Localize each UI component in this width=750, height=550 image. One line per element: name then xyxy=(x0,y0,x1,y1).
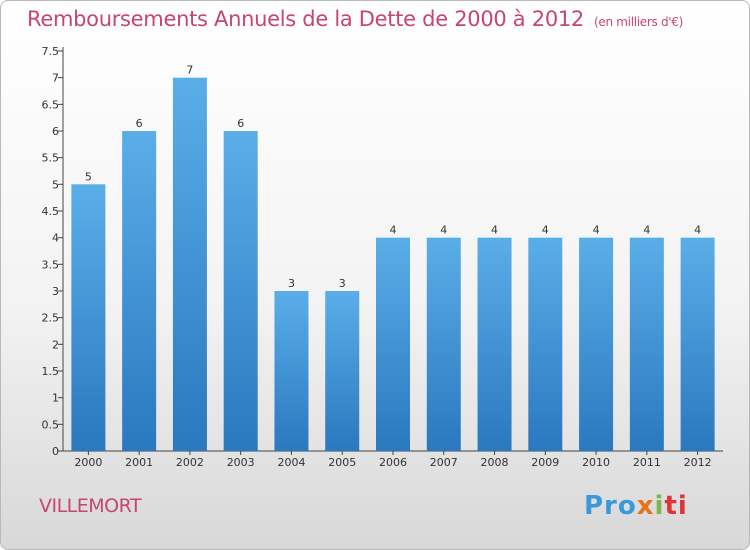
y-tick-label: 7 xyxy=(52,72,59,85)
data-label-2005: 3 xyxy=(339,277,346,290)
bar-2002 xyxy=(172,77,207,452)
x-tick-label-2012: 2012 xyxy=(684,456,712,469)
bar-2007 xyxy=(426,237,461,451)
logo-part-4: ti xyxy=(664,491,688,521)
logo-part-2: x xyxy=(636,491,655,521)
data-label-2004: 3 xyxy=(288,277,295,290)
data-label-2010: 4 xyxy=(593,224,600,237)
proxiti-logo: Proxiti xyxy=(584,491,688,521)
commune-name: VILLEMORT xyxy=(39,495,142,517)
x-tick-label-2011: 2011 xyxy=(633,456,661,469)
chart-axes: 0 0.5 1 1.5 2 2.5 3 3.5 4 4.5 5 5.5 6 6.5 7 7.5 xyxy=(42,45,723,458)
y-tick-label: 1 xyxy=(52,392,59,405)
data-label-2002: 7 xyxy=(186,64,193,77)
y-tick-label: 3 xyxy=(52,285,59,298)
y-tick-label: 6 xyxy=(52,125,59,138)
bar-2000 xyxy=(71,184,106,452)
data-label-2000: 5 xyxy=(85,170,92,183)
bar-2011 xyxy=(629,237,664,451)
bar-2004 xyxy=(274,291,309,451)
chart-title: Remboursements Annuels de la Dette de 20… xyxy=(27,7,683,31)
bar-2010 xyxy=(579,237,614,451)
data-label-2011: 4 xyxy=(643,224,650,237)
x-tick-label-2001: 2001 xyxy=(125,456,153,469)
x-tick-label-2008: 2008 xyxy=(481,456,509,469)
data-label-2012: 4 xyxy=(694,224,701,237)
data-label-2003: 6 xyxy=(237,117,244,130)
bar-2008 xyxy=(477,237,512,451)
y-tick-label: 1.5 xyxy=(42,365,60,378)
y-tick-label: 0.5 xyxy=(42,418,60,431)
x-tick-label-2006: 2006 xyxy=(379,456,407,469)
y-tick-label: 4 xyxy=(52,232,59,245)
y-tick-label: 4.5 xyxy=(42,205,60,218)
y-tick-label: 7.5 xyxy=(42,45,60,58)
x-tick-label-2010: 2010 xyxy=(582,456,610,469)
logo-part-3: i xyxy=(654,491,665,521)
bar-2001 xyxy=(122,131,157,451)
y-tick-label: 2 xyxy=(52,338,59,351)
x-tick-label-2009: 2009 xyxy=(531,456,559,469)
y-tick-label: 2.5 xyxy=(42,312,60,325)
x-tick-label-2004: 2004 xyxy=(277,456,305,469)
bar-2006 xyxy=(376,237,410,451)
y-tick-label: 6.5 xyxy=(42,98,60,111)
chart-subtitle: (en milliers d'€) xyxy=(594,15,684,29)
chart-bars xyxy=(71,77,715,452)
data-label-2008: 4 xyxy=(491,224,498,237)
bar-2009 xyxy=(528,237,563,451)
x-tick-label-2002: 2002 xyxy=(176,456,204,469)
data-label-2006: 4 xyxy=(390,224,397,237)
bar-2005 xyxy=(325,291,360,451)
y-tick-label: 5 xyxy=(52,178,59,191)
x-tick-label-2007: 2007 xyxy=(430,456,458,469)
data-label-2007: 4 xyxy=(440,224,447,237)
title-text: Remboursements Annuels de la Dette de 20… xyxy=(27,7,584,31)
y-tick-label: 0 xyxy=(52,445,59,458)
x-tick-label-2005: 2005 xyxy=(328,456,356,469)
bar-2012 xyxy=(680,237,715,451)
logo-part-1: Pro xyxy=(584,491,637,521)
data-label-2009: 4 xyxy=(542,224,549,237)
x-tick-label-2000: 2000 xyxy=(74,456,102,469)
data-label-2001: 6 xyxy=(136,117,143,130)
x-tick-label-2003: 2003 xyxy=(227,456,255,469)
y-tick-label: 3.5 xyxy=(42,258,60,271)
y-tick-label: 5.5 xyxy=(42,152,60,165)
chart-labels: 2000 5 2001 6 2002 7 2003 6 2004 3 2005 3 2006 4 2007 4… xyxy=(74,64,711,469)
bar-2003 xyxy=(223,131,258,451)
